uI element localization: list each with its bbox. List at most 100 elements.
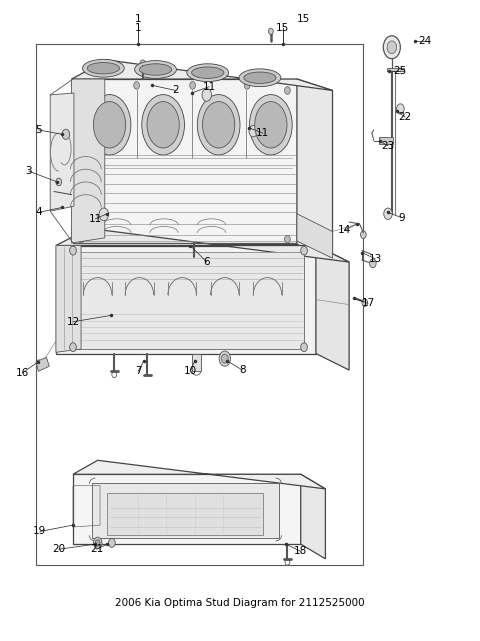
Ellipse shape xyxy=(135,61,177,78)
Circle shape xyxy=(370,259,376,268)
Ellipse shape xyxy=(197,95,240,155)
Ellipse shape xyxy=(87,63,120,74)
Ellipse shape xyxy=(192,67,224,78)
Circle shape xyxy=(387,41,396,54)
Polygon shape xyxy=(56,246,81,353)
Polygon shape xyxy=(379,137,393,144)
Text: 18: 18 xyxy=(294,546,307,556)
Text: 4: 4 xyxy=(35,208,42,217)
Text: 2006 Kia Optima Stud Diagram for 2112525000: 2006 Kia Optima Stud Diagram for 2112525… xyxy=(115,598,365,608)
Circle shape xyxy=(62,129,70,139)
Circle shape xyxy=(94,537,102,549)
Text: 22: 22 xyxy=(398,112,412,122)
Circle shape xyxy=(244,81,250,89)
Circle shape xyxy=(78,81,84,89)
Text: 1: 1 xyxy=(135,23,141,33)
Polygon shape xyxy=(387,67,404,71)
Circle shape xyxy=(285,87,290,94)
Circle shape xyxy=(70,343,76,352)
Text: 7: 7 xyxy=(135,367,141,376)
Circle shape xyxy=(134,81,139,89)
Circle shape xyxy=(36,360,41,366)
Ellipse shape xyxy=(250,95,292,155)
Ellipse shape xyxy=(244,72,276,83)
Circle shape xyxy=(190,81,195,89)
Circle shape xyxy=(221,354,228,363)
Circle shape xyxy=(96,540,100,546)
Text: 17: 17 xyxy=(361,298,375,308)
Text: 25: 25 xyxy=(394,66,407,76)
Ellipse shape xyxy=(88,95,131,155)
Text: 12: 12 xyxy=(66,317,80,327)
Polygon shape xyxy=(50,93,74,211)
Polygon shape xyxy=(297,213,333,258)
Text: 11: 11 xyxy=(256,128,269,138)
Text: 10: 10 xyxy=(184,367,197,376)
Polygon shape xyxy=(56,246,316,354)
Circle shape xyxy=(301,246,307,255)
Ellipse shape xyxy=(147,101,179,148)
Polygon shape xyxy=(72,79,297,244)
Ellipse shape xyxy=(239,69,281,87)
Polygon shape xyxy=(56,228,349,262)
Circle shape xyxy=(384,208,392,219)
Polygon shape xyxy=(192,354,201,371)
Text: 9: 9 xyxy=(398,213,405,222)
Text: 8: 8 xyxy=(239,365,246,375)
Ellipse shape xyxy=(187,64,228,81)
Polygon shape xyxy=(316,246,349,370)
Text: 21: 21 xyxy=(90,544,103,554)
Text: 15: 15 xyxy=(276,23,289,33)
Circle shape xyxy=(140,60,145,67)
Circle shape xyxy=(70,246,76,255)
Text: 14: 14 xyxy=(338,225,351,235)
Circle shape xyxy=(249,126,258,137)
Polygon shape xyxy=(92,483,279,538)
Text: 1: 1 xyxy=(135,13,141,24)
Ellipse shape xyxy=(142,95,184,155)
Circle shape xyxy=(285,559,290,565)
Text: 16: 16 xyxy=(16,367,29,378)
Text: 3: 3 xyxy=(25,166,32,176)
Polygon shape xyxy=(72,60,333,90)
Polygon shape xyxy=(73,474,301,544)
Text: 20: 20 xyxy=(52,544,65,554)
Polygon shape xyxy=(107,494,263,535)
Text: 15: 15 xyxy=(297,14,310,24)
Bar xyxy=(36,44,363,565)
Ellipse shape xyxy=(139,64,172,75)
Circle shape xyxy=(112,371,117,378)
Text: 13: 13 xyxy=(369,254,382,264)
Polygon shape xyxy=(301,474,325,559)
Circle shape xyxy=(268,28,273,35)
Ellipse shape xyxy=(255,101,287,148)
Circle shape xyxy=(362,299,368,306)
Ellipse shape xyxy=(94,101,126,148)
Circle shape xyxy=(56,178,61,186)
Circle shape xyxy=(191,256,196,262)
Circle shape xyxy=(108,538,115,547)
Polygon shape xyxy=(69,252,304,349)
Polygon shape xyxy=(73,460,325,489)
Circle shape xyxy=(285,235,290,243)
Text: 6: 6 xyxy=(204,257,210,267)
Circle shape xyxy=(202,88,212,101)
Text: 5: 5 xyxy=(35,125,42,135)
Polygon shape xyxy=(72,79,105,243)
Text: 19: 19 xyxy=(33,526,47,537)
Ellipse shape xyxy=(203,101,235,148)
Circle shape xyxy=(78,235,84,243)
Polygon shape xyxy=(297,79,333,262)
Circle shape xyxy=(384,36,400,59)
Polygon shape xyxy=(36,357,49,371)
Circle shape xyxy=(396,104,404,114)
Circle shape xyxy=(360,231,366,238)
Text: 2: 2 xyxy=(173,85,179,96)
Ellipse shape xyxy=(83,60,124,77)
Circle shape xyxy=(99,208,108,221)
Circle shape xyxy=(301,343,307,352)
Text: 11: 11 xyxy=(89,214,102,224)
Text: 11: 11 xyxy=(203,81,216,92)
Circle shape xyxy=(219,351,230,366)
Text: 24: 24 xyxy=(419,36,432,46)
